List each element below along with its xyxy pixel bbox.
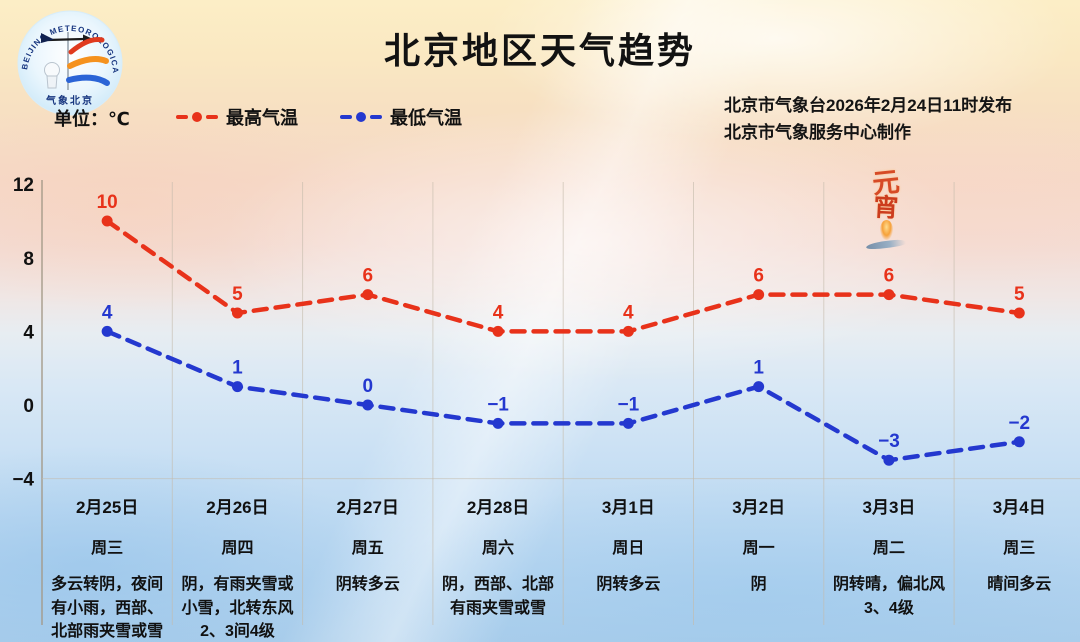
max-temp-value-label: 4 <box>623 302 634 323</box>
max-temp-value-label: 10 <box>97 192 118 213</box>
forecast-column: 3月2日周一阴 <box>694 487 824 597</box>
min-temp-point <box>883 454 895 466</box>
date-label: 3月1日 <box>601 498 655 517</box>
y-tick-label: 4 <box>23 322 34 343</box>
vane-fletch-icon <box>41 33 54 43</box>
min-temp-value-label: −2 <box>1008 413 1030 434</box>
max-temp-point <box>1013 307 1025 319</box>
logo-red-ribbon <box>68 37 105 55</box>
forecast-column: 3月4日周三晴间多云 <box>954 487 1080 597</box>
min-temp-value-label: 4 <box>102 302 113 323</box>
y-tick-label: 0 <box>23 396 34 417</box>
max-temp-value-label: 6 <box>362 266 373 287</box>
min-temp-point <box>622 417 634 429</box>
min-temp-point <box>231 381 243 393</box>
date-label: 3月4日 <box>992 498 1046 517</box>
weekday-label: 周二 <box>872 540 905 557</box>
weekday-label: 周三 <box>91 540 124 557</box>
max-temp-point <box>753 289 765 301</box>
weather-description: 阴 <box>750 576 767 593</box>
weekday-label: 周五 <box>351 540 384 557</box>
min-temp-line-swatch <box>340 112 382 122</box>
forecast-column: 2月26日周四阴，有雨夹雪或 小雪，北转东风 2、3间4级 <box>172 487 302 642</box>
date-label: 2月28日 <box>466 498 530 517</box>
max-temp-point <box>622 325 634 337</box>
legend: 最高气温 最低气温 <box>176 104 462 130</box>
min-temp-point <box>101 325 113 337</box>
weather-description: 阴，有雨夹雪或 小雪，北转东风 2、3间4级 <box>181 576 294 640</box>
legend-item-min-temp: 最低气温 <box>340 104 462 130</box>
radar-tower <box>46 75 58 89</box>
date-label: 2月25日 <box>75 498 139 517</box>
min-temp-point <box>1013 436 1025 448</box>
forecast-column: 3月3日周二阴转晴，偏北风 3、4级 <box>824 487 954 620</box>
weather-description: 晴间多云 <box>987 576 1052 593</box>
weekday-label: 周日 <box>612 540 645 557</box>
max-temp-point <box>492 325 504 337</box>
min-temp-point <box>362 399 374 411</box>
min-temp-value-label: −3 <box>878 431 900 452</box>
max-temp-value-label: 6 <box>884 266 895 287</box>
y-tick-label: 8 <box>23 249 34 270</box>
weather-description: 阴转多云 <box>335 576 400 593</box>
forecast-column: 2月27日周五阴转多云 <box>303 487 433 597</box>
y-tick-label: 12 <box>13 175 34 196</box>
max-temp-point <box>883 289 895 301</box>
weather-description: 阴转晴，偏北风 3、4级 <box>832 576 945 617</box>
min-temp-point <box>492 417 504 429</box>
max-temp-value-label: 4 <box>493 302 504 323</box>
weekday-label: 周四 <box>221 540 254 557</box>
forecast-column: 3月1日周日阴转多云 <box>563 487 693 597</box>
min-temp-value-label: −1 <box>487 394 509 415</box>
publish-info: 北京市气象台2026年2月24日11时发布 北京市气象服务中心制作 <box>724 92 1012 146</box>
min-temp-line <box>104 329 1022 463</box>
weather-description: 阴转多云 <box>596 576 661 593</box>
min-temp-value-label: 0 <box>362 376 373 397</box>
max-temp-value-label: 5 <box>232 284 243 305</box>
weekday-label: 周三 <box>1003 540 1036 557</box>
forecast-column: 2月28日周六阴，西部、北部 有雨夹雪或雪 <box>433 487 563 620</box>
legend-item-max-temp: 最高气温 <box>176 104 298 130</box>
date-label: 3月3日 <box>862 498 916 517</box>
min-temp-value-label: 1 <box>753 358 764 379</box>
date-label: 3月2日 <box>732 498 786 517</box>
page-title: 北京地区天气趋势 <box>383 30 696 71</box>
date-label: 2月26日 <box>206 498 269 517</box>
min-temp-point <box>753 381 765 393</box>
min-temp-value-label: 1 <box>232 358 243 379</box>
logo-orange-ribbon <box>67 55 109 69</box>
beijing-meteorological-service-logo: BEIJING METEOROLOGICAL SERVICE 气象北京 <box>14 8 123 116</box>
y-tick-label: −4 <box>12 470 34 491</box>
weather-description: 多云转阴，夜间 有小雨，西部、 北部雨夹雪或雪 <box>51 576 164 640</box>
vane-arrow-shaft <box>47 37 85 42</box>
max-temp-point <box>362 289 374 301</box>
forecast-column: 2月25日周三多云转阴，夜间 有小雨，西部、 北部雨夹雪或雪 <box>42 487 172 642</box>
issued-line: 北京市气象台2026年2月24日11时发布 <box>724 96 1013 115</box>
legend-label-min-temp: 最低气温 <box>390 108 462 128</box>
min-temp-value-label: −1 <box>618 394 640 415</box>
max-temp-line-swatch <box>176 112 218 122</box>
logo-bottom-text: 气象北京 <box>45 94 94 107</box>
weather-description: 阴，西部、北部 有雨夹雪或雪 <box>442 576 555 617</box>
max-temp-value-label: 5 <box>1014 284 1025 305</box>
max-temp-point <box>101 215 113 227</box>
legend-label-max-temp: 最高气温 <box>226 108 298 128</box>
max-temp-point <box>231 307 243 319</box>
weekday-label: 周一 <box>742 540 775 557</box>
weekday-label: 周六 <box>482 540 515 557</box>
date-label: 2月27日 <box>336 498 399 517</box>
logo-blue-ribbon <box>66 74 110 86</box>
max-temp-value-label: 6 <box>753 266 764 287</box>
producer-line: 北京市气象服务中心制作 <box>724 123 911 142</box>
unit-label: 单位：℃ <box>54 109 130 129</box>
max-temp-line <box>104 218 1022 334</box>
